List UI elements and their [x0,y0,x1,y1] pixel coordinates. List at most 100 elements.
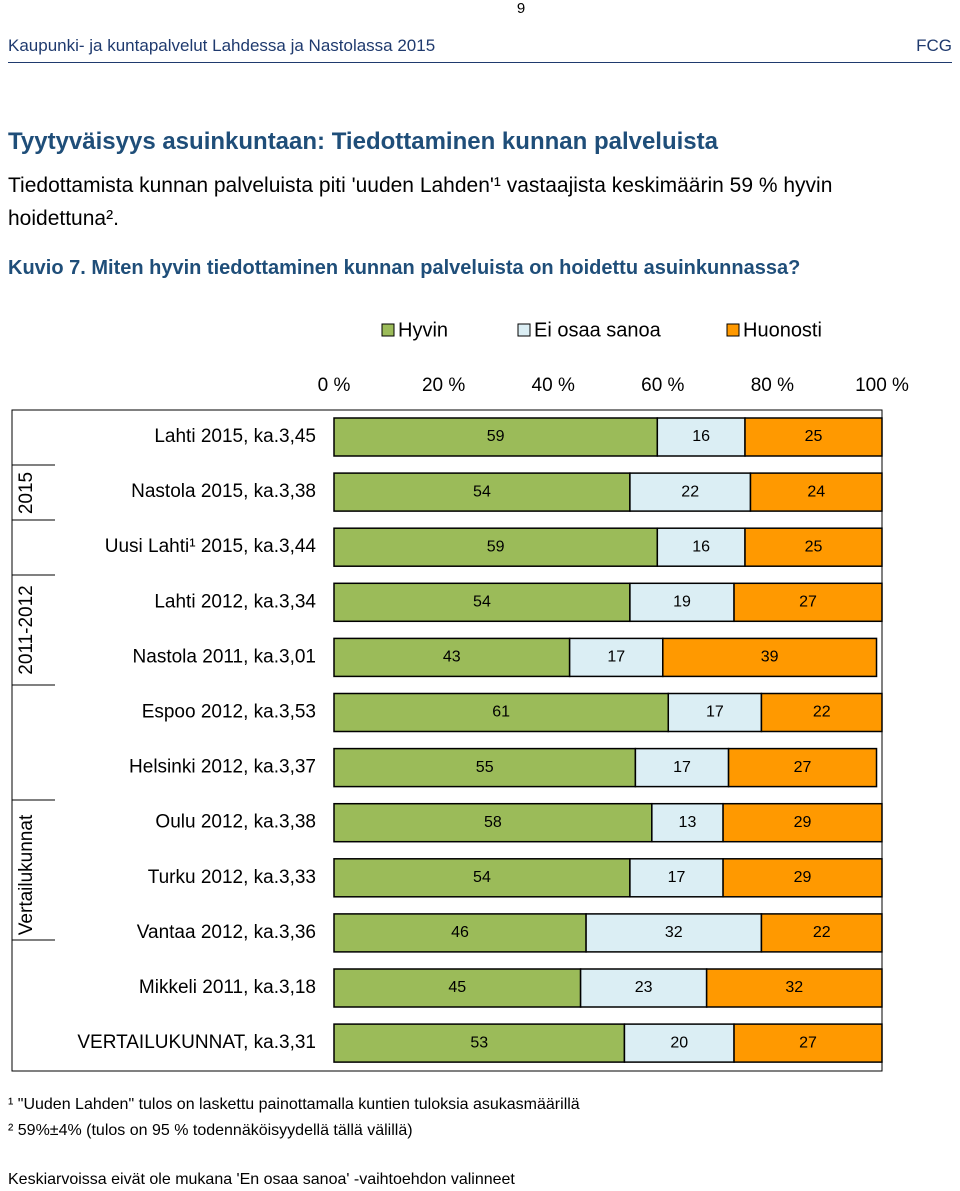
x-tick-label: 0 % [318,375,351,396]
row-label: Nastola 2015, ka.3,38 [131,481,316,502]
legend-swatch [726,323,740,337]
data-label: 27 [799,1034,817,1051]
data-label: 58 [484,814,502,831]
bar-segment [651,802,724,843]
bar-segment [333,802,653,843]
data-label: 32 [785,979,803,996]
data-label: 39 [761,649,779,666]
bar-segment [744,527,883,567]
data-label: 13 [679,814,697,831]
bar-segment [749,472,883,512]
bar-segment [733,582,883,623]
data-label: 54 [473,594,491,611]
bar-segment [722,858,883,898]
footnote: ² 59%±4% (tulos on 95 % todennäköisyydel… [8,1122,413,1139]
row-label: Helsinki 2012, ka.3,37 [129,757,316,778]
legend-label: Hyvin [398,319,448,341]
bar-segment [744,417,883,457]
row-label: Oulu 2012, ka.3,38 [155,812,316,833]
header-title: Kaupunki- ja kuntapalvelut Lahdessa ja N… [8,36,436,55]
bar-segment [705,968,883,1008]
group-label: 2015 [16,472,37,514]
row-label: Lahti 2012, ka.3,34 [154,591,316,612]
bar-segment [760,692,883,733]
bar-segment [579,968,708,1008]
bar-segment [333,582,631,623]
data-label: 20 [670,1034,688,1051]
bar-segment [733,1023,883,1063]
data-label: 17 [673,759,691,776]
data-label: 25 [805,538,823,555]
data-label: 16 [692,538,710,555]
data-label: 19 [673,594,691,611]
data-label: 43 [443,649,461,666]
data-label: 25 [805,428,823,445]
data-label: 54 [473,869,491,886]
header-rule [8,62,952,63]
row-label: Mikkeli 2011, ka.3,18 [139,977,316,998]
data-label: 22 [813,704,831,721]
x-tick-label: 100 % [855,375,909,396]
x-tick-label: 60 % [641,375,684,396]
bar-segment [667,692,763,733]
page-number: 9 [516,0,526,17]
data-label: 32 [665,924,683,941]
row-label: VERTAILUKUNNAT, ka.3,31 [77,1032,316,1053]
group-label: Vertailukunnat [16,814,37,935]
paragraph: Tiedottamista kunnan palveluista piti 'u… [8,174,833,230]
data-label: 29 [794,869,812,886]
bar-segment [629,582,735,623]
figure-caption: Kuvio 7. Miten hyvin tiedottaminen kunna… [8,257,801,279]
legend-swatch [381,323,395,337]
heading: Tyytyväisyys asuinkuntaan: Tiedottaminen… [8,128,718,155]
bar-segment [634,747,730,788]
x-tick-label: 20 % [422,375,465,396]
data-label: 27 [799,594,817,611]
bar-segment [333,858,631,898]
bar-segment [568,637,664,678]
bar-segment [333,527,659,567]
data-label: 27 [794,759,812,776]
bar-segment [656,417,746,457]
row-label: Vantaa 2012, ka.3,36 [137,922,316,943]
bar-segment [333,692,670,733]
chart: Hyvin Ei osaa sanoa Huonosti 0 % 20 % 40 % 60 … [11,319,909,1072]
data-label: 59 [487,538,505,555]
data-label: 55 [476,759,494,776]
bar-segment [727,747,878,788]
row-label: Uusi Lahti¹ 2015, ka.3,44 [105,536,317,557]
bar-segment [656,527,746,567]
bar-segment [333,417,659,457]
data-label: 53 [470,1034,488,1051]
chart-frame [11,409,883,1072]
bar-segment [333,913,587,953]
row-label: Espoo 2012, ka.3,53 [142,702,316,723]
x-tick-label: 80 % [751,375,794,396]
data-label: 61 [492,704,510,721]
bar-segment [662,637,878,678]
footnote: Keskiarvoissa eivät ole mukana 'En osaa … [8,1171,515,1188]
group-label: 2011-2012 [16,585,37,674]
data-label: 45 [448,979,466,996]
row-label: Nastola 2011, ka.3,01 [133,646,316,667]
bar-segment [333,637,571,678]
bar-segment [722,802,883,843]
data-label: 22 [681,483,699,500]
bar-segment [333,472,631,512]
legend-label: Huonosti [743,319,822,341]
legend-label: Ei osaa sanoa [534,319,662,341]
bar-segment [760,913,883,953]
bar-segment [585,913,763,953]
data-label: 22 [813,924,831,941]
row-label: Lahti 2015, ka.3,45 [154,426,316,447]
data-label: 29 [794,814,812,831]
data-label: 17 [668,869,686,886]
footnote: ¹ "Uuden Lahden" tulos on laskettu paino… [8,1096,580,1113]
data-label: 16 [692,428,710,445]
data-label: 54 [473,483,491,500]
data-label: 17 [607,649,625,666]
row-label: Turku 2012, ka.3,33 [148,867,316,888]
data-label: 46 [451,924,469,941]
header-company: FCG [916,36,952,55]
